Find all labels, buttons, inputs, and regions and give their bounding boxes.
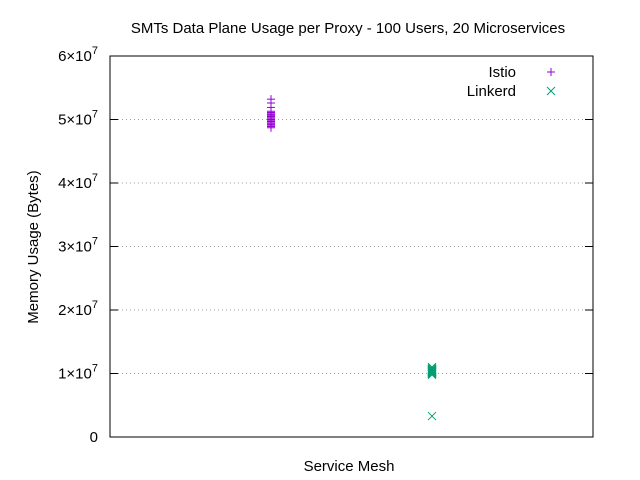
data-point	[427, 411, 437, 421]
series-linkerd	[427, 362, 437, 421]
legend-label: Linkerd	[467, 83, 516, 100]
y-tick-label: 1×107	[58, 363, 98, 383]
x-axis-label: Service Mesh	[304, 458, 395, 475]
legend-marker	[546, 86, 556, 96]
legend-marker	[547, 68, 555, 76]
data-points	[267, 95, 437, 421]
legend: Istio Linkerd	[467, 64, 556, 100]
grid-lines	[110, 119, 593, 374]
legend-label: Istio	[488, 64, 516, 81]
data-point	[427, 366, 437, 376]
y-tick-label: 4×107	[58, 172, 98, 192]
chart-title: SMTs Data Plane Usage per Proxy - 100 Us…	[131, 20, 565, 37]
data-point	[427, 364, 437, 374]
y-axis: 0 1×107 2×107 3×107 4×107 5×107 6×107	[58, 45, 593, 446]
data-point	[427, 368, 437, 378]
y-axis-label: Memory Usage (Bytes)	[25, 170, 42, 323]
y-tick-label: 5×107	[58, 109, 98, 129]
y-tick-label: 3×107	[58, 236, 98, 256]
y-tick-label: 2×107	[58, 299, 98, 319]
y-tick-label: 0	[90, 429, 98, 446]
data-point	[267, 117, 275, 126]
y-tick-label: 6×107	[58, 45, 98, 65]
data-point	[267, 108, 275, 117]
series-istio	[267, 95, 275, 132]
